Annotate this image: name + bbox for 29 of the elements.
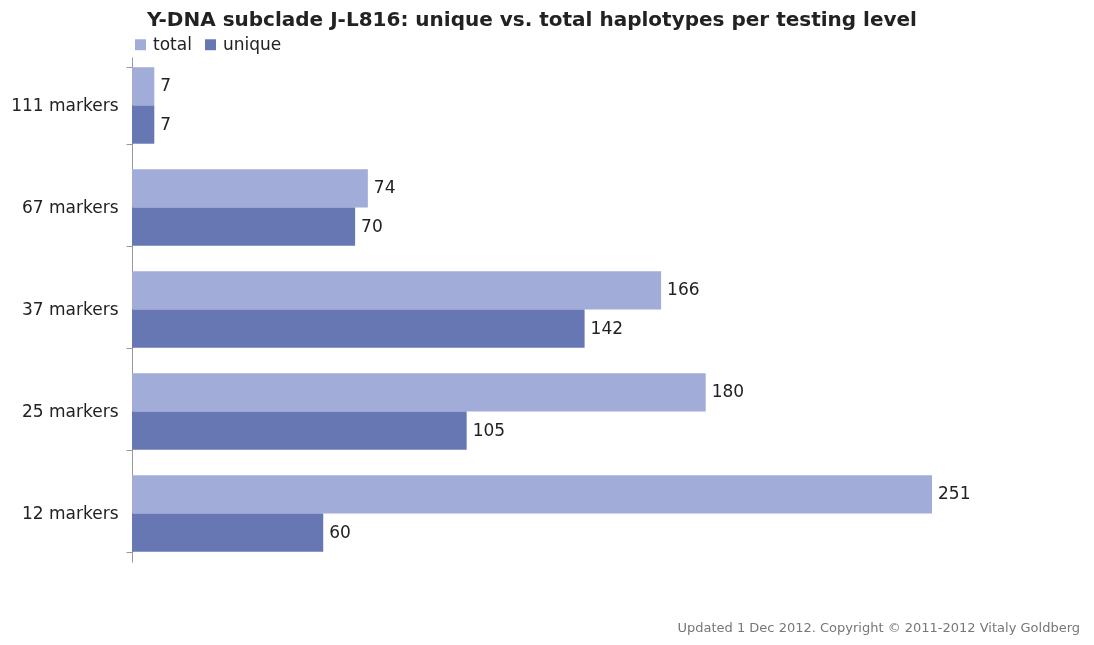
y-tick-label: 67 markers (21, 196, 119, 217)
bar (132, 411, 467, 450)
legend-label: total (153, 33, 192, 54)
data-label: 7 (160, 113, 172, 134)
data-label: 142 (590, 317, 624, 338)
y-tick-label: 25 markers (21, 401, 119, 422)
data-label: 60 (329, 521, 351, 542)
data-label: 74 (373, 177, 396, 198)
data-label: 251 (938, 483, 971, 504)
bar (132, 513, 324, 552)
chart-title: Y-DNA subclade J-L816: unique vs. total haplotypes per testing level (146, 7, 917, 31)
text: Updated 1 Dec 2012. Copyright © 2011-2012 Vitaly Goldberg (677, 620, 1080, 635)
data-label: 180 (711, 381, 745, 402)
bar (132, 207, 356, 246)
data-label: 105 (472, 419, 506, 440)
bar (132, 67, 155, 106)
bar (132, 309, 585, 348)
bar (132, 373, 706, 412)
bar (132, 271, 662, 310)
y-tick-label: 37 markers (21, 299, 119, 319)
data-label: 70 (361, 215, 383, 236)
bar (132, 105, 155, 144)
bar (132, 169, 368, 208)
bar (132, 475, 932, 514)
y-tick-label: 111 markers (11, 94, 119, 115)
y-tick-label: 12 markers (21, 503, 119, 524)
legend-label: unique (223, 33, 282, 54)
data-label: 166 (667, 279, 700, 300)
data-label: 7 (160, 75, 172, 96)
